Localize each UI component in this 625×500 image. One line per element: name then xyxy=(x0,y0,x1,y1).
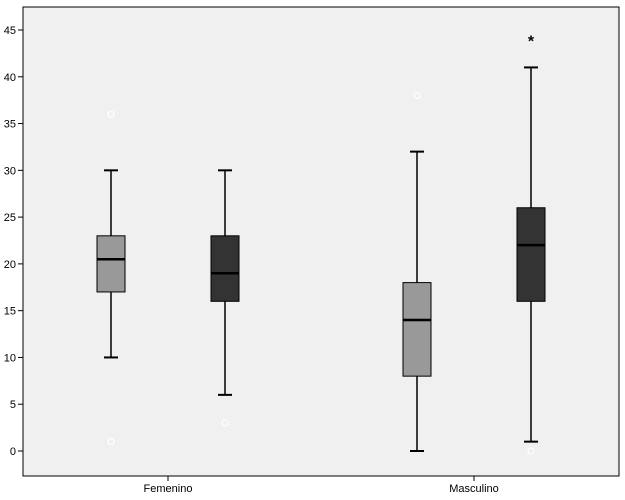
box-group xyxy=(402,150,432,452)
y-tick-label: 5 xyxy=(10,399,16,411)
y-tick-label: 35 xyxy=(4,119,16,131)
extreme-point: * xyxy=(528,33,535,50)
outlier-point xyxy=(413,91,421,100)
outlier-point xyxy=(107,438,115,446)
x-axis: Femenino Masculino xyxy=(144,476,499,495)
box-group xyxy=(96,169,126,359)
box xyxy=(516,207,546,302)
outlier-point xyxy=(221,419,229,427)
y-tick-label: 30 xyxy=(4,165,16,177)
y-tick-label: 25 xyxy=(4,212,16,224)
y-tick-label: 10 xyxy=(4,352,16,364)
outlier-point xyxy=(527,447,535,455)
box xyxy=(402,282,432,377)
boxes-layer xyxy=(96,66,546,452)
y-tick-label: 0 xyxy=(10,446,16,458)
y-tick-label: 15 xyxy=(4,306,16,318)
box-group xyxy=(210,169,240,396)
outlier-point xyxy=(107,110,115,118)
y-tick-label: 45 xyxy=(4,25,16,37)
y-tick-label: 40 xyxy=(4,72,16,84)
box xyxy=(96,235,126,293)
box xyxy=(210,235,240,302)
y-axis: 0 5 10 15 20 25 30 35 40 45 xyxy=(4,25,23,458)
box-group xyxy=(516,66,546,443)
x-tick-label: Femenino xyxy=(144,483,193,495)
y-tick-label: 20 xyxy=(4,259,16,271)
x-tick-label: Masculino xyxy=(449,483,499,495)
outliers-layer: * xyxy=(107,33,535,455)
